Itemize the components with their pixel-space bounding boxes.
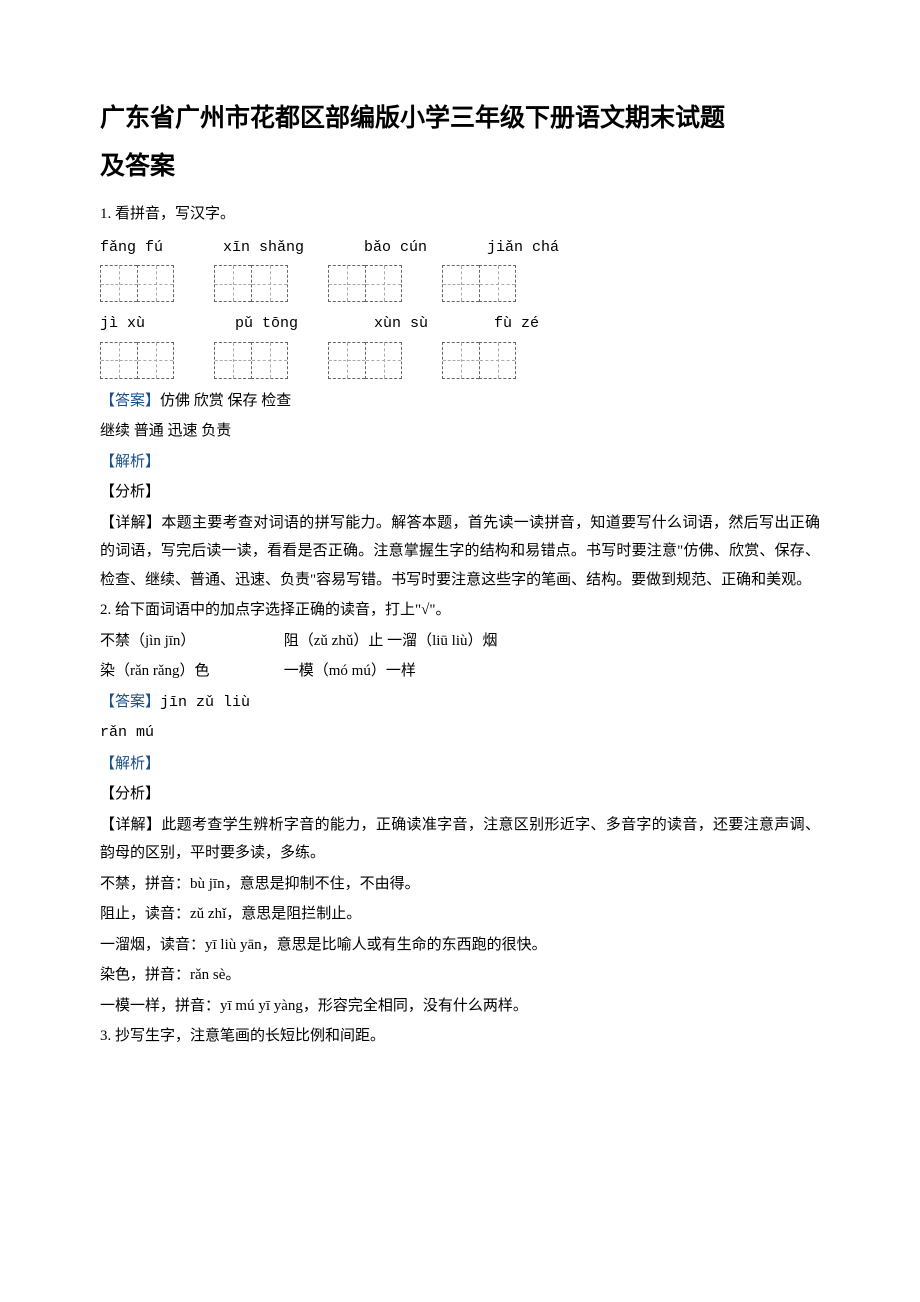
q1-detail: 【详解】本题主要考查对词语的拼写能力。解答本题，首先读一读拼音，知道要写什么词语… <box>100 509 820 595</box>
fenxi-label: 【分析】 <box>100 478 820 507</box>
q2-item: 染（rǎn rǎng）色 <box>100 657 280 686</box>
pinyin-item: xùn sù <box>374 310 428 339</box>
char-box <box>251 342 288 379</box>
pinyin-item: fù zé <box>494 310 539 339</box>
detail-label: 【详解】 <box>100 817 161 833</box>
fenxi-label: 【分析】 <box>100 780 820 809</box>
char-box <box>365 342 402 379</box>
detail-text: 本题主要考查对词语的拼写能力。解答本题，首先读一读拼音，知道要写什么词语，然后写… <box>100 515 820 588</box>
answer-text: 仿佛 欣赏 保存 检查 <box>160 393 291 409</box>
q2-expl3: 一溜烟，读音：yī liù yān，意思是比喻人或有生命的东西跑的很快。 <box>100 931 820 960</box>
pinyin-item: bǎo cún <box>364 234 427 263</box>
q3-text: 抄写生字，注意笔画的长短比例和间距。 <box>115 1028 385 1044</box>
q2-number: 2. <box>100 602 115 618</box>
q2-item: 阻（zǔ zhǔ）止 一溜（liū liù）烟 <box>284 633 498 649</box>
detail-text: 此题考查学生辨析字音的能力，正确读准字音，注意区别形近字、多音字的读音，还要注意… <box>100 817 820 862</box>
q2-expl2: 阻止，读音：zǔ zhǐ，意思是阻拦制止。 <box>100 900 820 929</box>
pinyin-item: fǎng fú <box>100 234 163 263</box>
char-box <box>100 342 137 379</box>
answer-label: 【答案】 <box>100 393 160 409</box>
char-box-pair <box>328 265 402 302</box>
char-box <box>442 342 479 379</box>
pinyin-row-2: jì xù pǔ tōng xùn sù fù zé <box>100 310 820 339</box>
char-box-pair <box>442 342 516 379</box>
title-line1: 广东省广州市花都区部编版小学三年级下册语文期末试题 <box>100 104 725 132</box>
q2-expl1: 不禁，拼音：bù jīn，意思是抑制不住，不由得。 <box>100 870 820 899</box>
analysis-label: 【解析】 <box>100 448 820 477</box>
char-box <box>214 265 251 302</box>
pinyin-item: jiǎn chá <box>487 234 559 263</box>
answer-text: jīn zǔ liù <box>160 694 250 711</box>
char-box-pair <box>100 342 174 379</box>
pinyin-item: pǔ tōng <box>235 310 298 339</box>
char-box <box>479 265 516 302</box>
char-box <box>479 342 516 379</box>
char-box-row-2 <box>100 342 820 379</box>
q1-answer-line2: 继续 普通 迅速 负责 <box>100 417 820 446</box>
question-1: 1. 看拼音，写汉字。 <box>100 200 820 229</box>
detail-label: 【详解】 <box>100 515 161 531</box>
q2-item: 一模（mó mú）一样 <box>284 663 416 679</box>
char-box-pair <box>214 342 288 379</box>
pinyin-row-1: fǎng fú xīn shǎng bǎo cún jiǎn chá <box>100 234 820 263</box>
pinyin-item: xīn shǎng <box>223 234 304 263</box>
char-box <box>442 265 479 302</box>
char-box <box>328 342 365 379</box>
q2-line1: 不禁（jìn jīn） 阻（zǔ zhǔ）止 一溜（liū liù）烟 <box>100 627 820 656</box>
char-box <box>100 265 137 302</box>
q3-number: 3. <box>100 1028 115 1044</box>
char-box <box>214 342 251 379</box>
q1-number: 1. <box>100 206 115 222</box>
title-line2: 及答案 <box>100 152 175 180</box>
char-box-pair <box>214 265 288 302</box>
q2-detail: 【详解】此题考查学生辨析字音的能力，正确读准字音，注意区别形近字、多音字的读音，… <box>100 811 820 868</box>
char-box-pair <box>442 265 516 302</box>
answer-label: 【答案】 <box>100 694 160 710</box>
pinyin-item: jì xù <box>100 310 175 339</box>
char-box-pair <box>328 342 402 379</box>
char-box <box>365 265 402 302</box>
char-box <box>137 265 174 302</box>
q2-item: 不禁（jìn jīn） <box>100 627 280 656</box>
char-box <box>137 342 174 379</box>
q1-answer: 【答案】仿佛 欣赏 保存 检查 <box>100 387 820 416</box>
char-box-row-1 <box>100 265 820 302</box>
q2-text: 给下面词语中的加点字选择正确的读音，打上"√"。 <box>115 602 450 618</box>
question-3: 3. 抄写生字，注意笔画的长短比例和间距。 <box>100 1022 820 1051</box>
q1-text: 看拼音，写汉字。 <box>115 206 235 222</box>
document-title: 广东省广州市花都区部编版小学三年级下册语文期末试题 及答案 <box>100 95 820 190</box>
question-2: 2. 给下面词语中的加点字选择正确的读音，打上"√"。 <box>100 596 820 625</box>
q2-answer-line2: rǎn mú <box>100 719 820 748</box>
q2-line2: 染（rǎn rǎng）色 一模（mó mú）一样 <box>100 657 820 686</box>
char-box <box>251 265 288 302</box>
q2-expl5: 一模一样，拼音：yī mú yī yàng，形容完全相同，没有什么两样。 <box>100 992 820 1021</box>
q2-answer: 【答案】jīn zǔ liù <box>100 688 820 718</box>
char-box-pair <box>100 265 174 302</box>
char-box <box>328 265 365 302</box>
q2-expl4: 染色，拼音：rǎn sè。 <box>100 961 820 990</box>
analysis-label: 【解析】 <box>100 750 820 779</box>
